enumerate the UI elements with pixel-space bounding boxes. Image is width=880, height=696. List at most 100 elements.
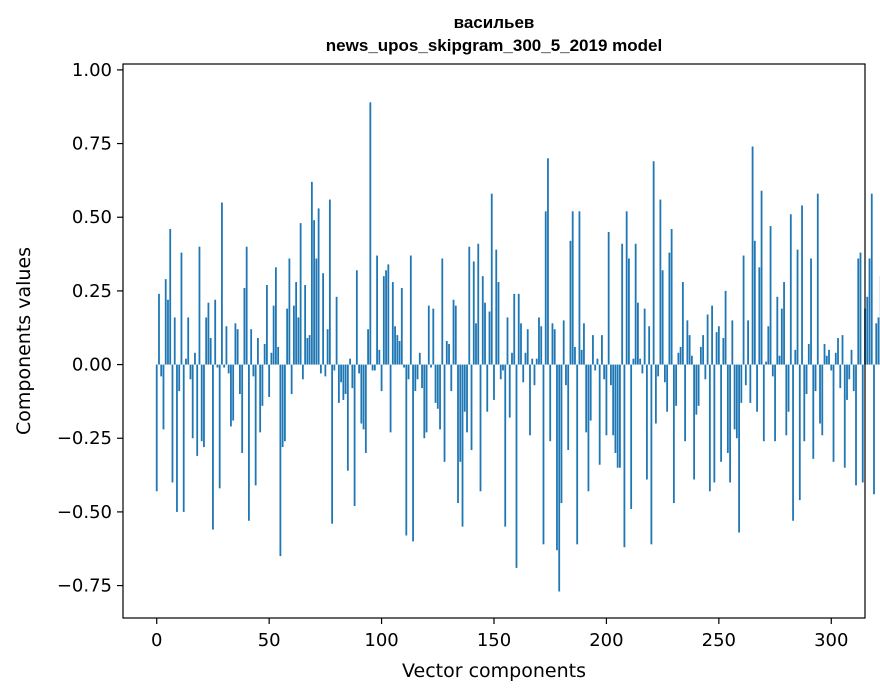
bar [391, 282, 394, 365]
bar [859, 252, 862, 365]
bar [407, 364, 410, 380]
bar [688, 335, 691, 365]
bar [542, 364, 545, 545]
bar [209, 338, 212, 365]
bar [547, 158, 549, 365]
bar [522, 364, 525, 383]
bar [180, 252, 183, 365]
bar [873, 364, 875, 495]
bar [785, 364, 788, 436]
bar [266, 285, 268, 365]
bar [346, 364, 349, 471]
bar [344, 364, 347, 395]
bar [212, 364, 214, 530]
bar [592, 335, 594, 365]
plot-area-frame [122, 63, 866, 619]
bar [603, 364, 606, 380]
bar [551, 323, 554, 365]
bar [668, 252, 671, 365]
bar [580, 349, 583, 365]
bar [567, 364, 570, 451]
bar [277, 346, 280, 365]
bars-group [155, 102, 880, 592]
bar [751, 146, 754, 365]
bar [628, 258, 630, 365]
bar [398, 341, 401, 365]
bar [861, 364, 864, 483]
bar [508, 364, 511, 418]
bar [605, 364, 608, 436]
bar [225, 326, 228, 365]
bar [857, 258, 860, 365]
bar [807, 343, 810, 365]
bar [328, 199, 331, 365]
bar [695, 364, 698, 415]
bar [659, 199, 662, 365]
bar [369, 102, 372, 365]
bar [875, 323, 878, 365]
bar [697, 364, 700, 406]
x-tick-label: 150 [477, 630, 511, 651]
bar [780, 308, 783, 365]
bar [423, 364, 426, 439]
bar [771, 364, 774, 377]
bar [394, 326, 396, 365]
bar [362, 364, 365, 430]
bar [182, 364, 185, 512]
bar [436, 364, 439, 409]
bar [610, 364, 612, 386]
bar [502, 364, 504, 371]
bar [729, 364, 731, 483]
bar [765, 361, 767, 365]
bar [531, 358, 534, 365]
y-tick-label: 0.25 [72, 281, 112, 302]
bar [866, 296, 869, 365]
bar [760, 190, 763, 365]
bar [191, 364, 194, 439]
bar [675, 364, 678, 406]
bar [708, 364, 711, 492]
bar [796, 249, 799, 365]
bar [565, 364, 567, 386]
bar [846, 364, 848, 400]
bar [173, 317, 176, 365]
bar [331, 364, 334, 524]
bar [310, 181, 313, 365]
bar [259, 364, 262, 433]
bar [322, 273, 325, 365]
bar [587, 364, 590, 492]
bar [275, 267, 277, 365]
x-axis-label: Vector components [402, 660, 586, 682]
bar [704, 364, 707, 380]
bar [616, 364, 619, 468]
bar [634, 243, 637, 365]
bar [248, 364, 250, 521]
y-axis-ticks: 1.00 0.75 0.50 0.25 0.00 −0.25 −0.50 −0.75 [57, 60, 123, 597]
bar [803, 364, 806, 442]
bar [735, 364, 738, 439]
bar [279, 364, 282, 557]
bar [596, 358, 599, 365]
bar [783, 282, 785, 365]
bar [778, 355, 781, 365]
bar [657, 364, 660, 377]
bar [670, 229, 673, 365]
bar [556, 364, 558, 551]
bar [601, 335, 603, 365]
bar [405, 364, 408, 536]
x-tick-label: 100 [364, 630, 398, 651]
bar [461, 364, 464, 527]
bar [378, 349, 381, 365]
x-tick-label: 250 [702, 630, 736, 651]
bar [585, 364, 588, 433]
bar [196, 364, 199, 456]
bar [326, 329, 329, 365]
bar [239, 364, 241, 395]
bar [252, 364, 255, 377]
bar [333, 364, 336, 371]
bar [283, 364, 286, 442]
bar [825, 355, 828, 365]
bar [358, 364, 360, 374]
bar [167, 299, 169, 365]
bar [324, 364, 327, 377]
